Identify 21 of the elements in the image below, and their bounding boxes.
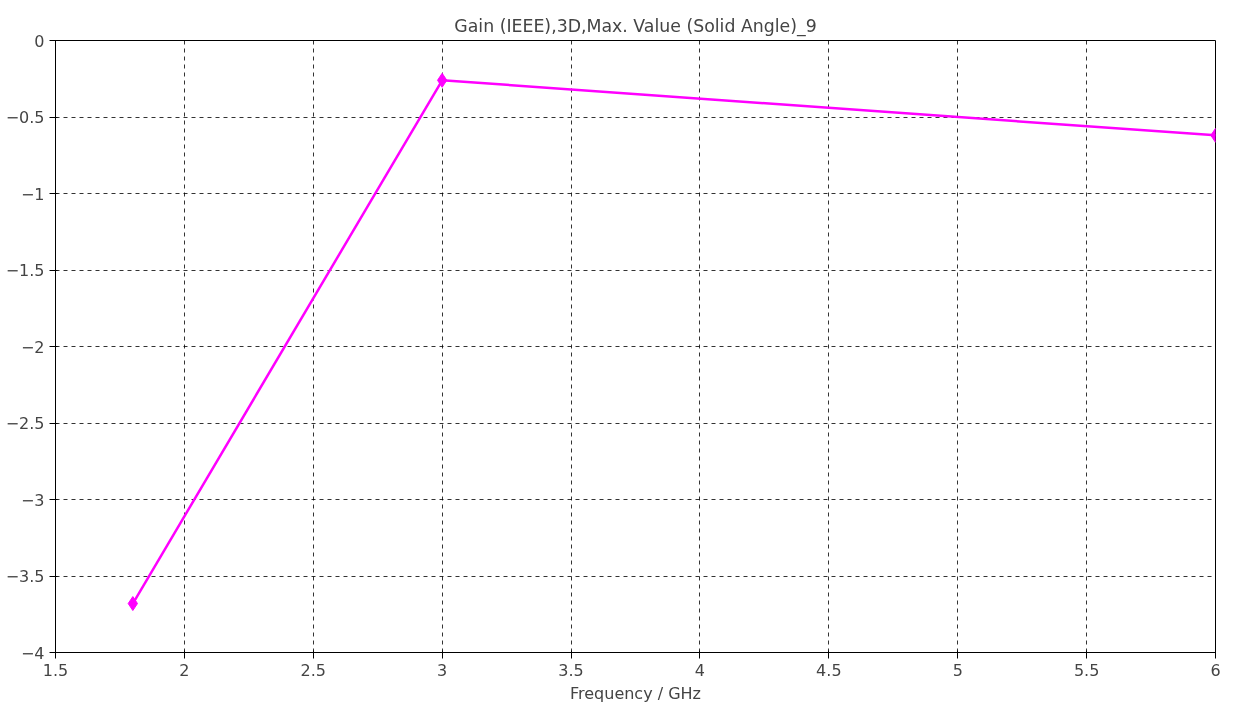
x-tick-label: 6 — [1210, 660, 1221, 680]
y-tick-label: −2.5 — [5, 414, 45, 433]
y-tick-label: −1 — [20, 184, 45, 204]
chart-title: Gain (IEEE),3D,Max. Value (Solid Angle)_9 — [454, 15, 817, 37]
y-tick-label: −4 — [20, 643, 45, 663]
x-tick-label: 5.5 — [1073, 660, 1100, 680]
x-tick-label: 5 — [952, 660, 963, 680]
x-tick-label: 4.5 — [816, 660, 842, 680]
x-tick-label: 3.5 — [558, 660, 584, 680]
y-tick-label: −3 — [20, 490, 45, 510]
x-tick-label: 3 — [437, 660, 448, 680]
x-tick-label: 4 — [694, 660, 706, 680]
y-tick-label: −2 — [20, 337, 45, 357]
y-tick-label: 0 — [34, 31, 45, 51]
y-tick-label: −1.5 — [5, 261, 45, 280]
x-tick-label: 1.5 — [42, 660, 69, 680]
y-tick-label: −0.5 — [5, 108, 45, 127]
x-axis-title: Frequency / GHz — [569, 683, 702, 703]
x-tick-label: 2 — [179, 660, 190, 680]
x-tick-label: 2.5 — [300, 660, 327, 680]
y-tick-label: −3.5 — [5, 567, 45, 586]
